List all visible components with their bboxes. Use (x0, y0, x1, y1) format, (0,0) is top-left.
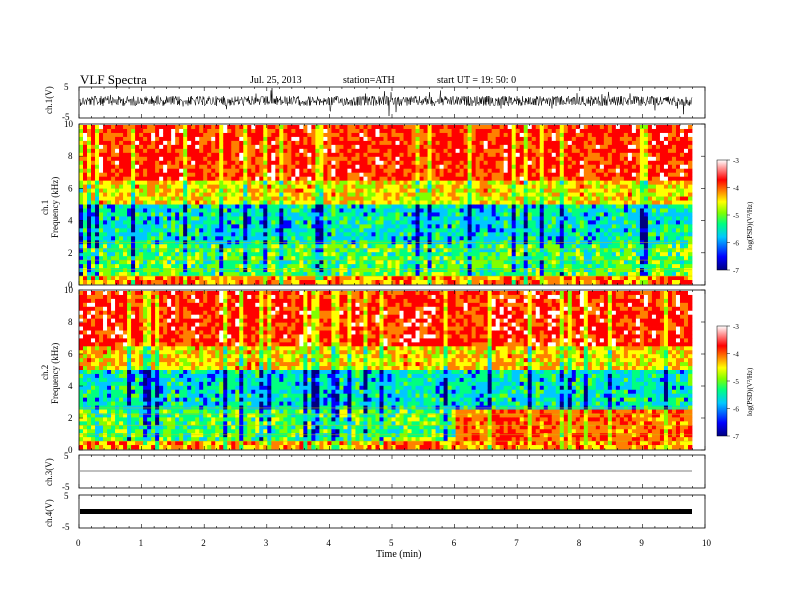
x-tick-label: 4 (326, 538, 331, 548)
x-tick-label: 1 (139, 538, 144, 548)
station-label: station=ATH (343, 75, 395, 86)
y-tick-label: 6 (68, 349, 73, 359)
ch2-spec-channel-label: ch.2 (40, 365, 50, 380)
x-tick-label: 9 (639, 538, 644, 548)
colorbar-tick-label: -4 (733, 185, 739, 193)
x-tick-label: 10 (702, 538, 712, 548)
ch4-waveform-trace (80, 509, 692, 514)
y-tick-label: 8 (68, 151, 73, 161)
colorbar-tick-label: -3 (733, 323, 739, 331)
ch2-colorbar-ticks: -3 -4 -5 -6 -7 (727, 323, 739, 441)
ch1-wave-ytick-bottom: -5 (62, 112, 70, 122)
colorbar-tick-label: -7 (733, 267, 739, 275)
x-tick-label: 6 (452, 538, 457, 548)
y-tick-label: 4 (68, 216, 73, 226)
x-tick-label: 2 (201, 538, 206, 548)
x-tick-label: 7 (514, 538, 519, 548)
ch1-spec-channel-label: ch.1 (40, 200, 50, 215)
ch1-waveform-panel: 5 -5 ch.1(V) (44, 82, 706, 122)
x-tick-label: 5 (389, 538, 394, 548)
date-label: Jul. 25, 2013 (250, 75, 302, 86)
y-tick-label: 0 (68, 280, 73, 290)
ch4-waveform-panel: 5 -5 ch.4(V) (44, 491, 706, 532)
colorbar-tick-label: -4 (733, 351, 739, 359)
start-time-label: start UT = 19: 50: 0 (437, 75, 516, 86)
x-tick-label: 3 (264, 538, 269, 548)
ch4-wave-ytick-top: 5 (64, 491, 69, 501)
ch2-spec-ylabel: Frequency (kHz) (50, 343, 60, 404)
y-tick-label: 8 (68, 317, 73, 327)
ch3-wave-ytick-top: 5 (64, 451, 69, 461)
figure-title: VLF Spectra (80, 72, 147, 87)
x-tick-label: 0 (76, 538, 81, 548)
y-tick-label: 10 (64, 285, 74, 295)
colorbar-tick-label: -3 (733, 157, 739, 165)
colorbar-tick-label: -7 (733, 433, 739, 441)
ch1-wave-ylabel: ch.1(V) (44, 86, 54, 114)
ch1-spectrogram-image (79, 125, 693, 285)
ch1-spectrogram-yticks: 0 2 4 6 8 10 (64, 119, 705, 290)
ch2-colorbar: -3 -4 -5 -6 -7 log(PSD)(V²/Hz) (716, 323, 754, 441)
ch2-colorbar-label: log(PSD)(V²/Hz) (746, 367, 754, 416)
y-tick-label: 4 (68, 381, 73, 391)
ch3-waveform-panel: 5 -5 ch.3(V) (44, 451, 706, 492)
y-tick-label: 6 (68, 183, 73, 193)
y-tick-label: 10 (64, 119, 74, 129)
y-tick-label: 2 (68, 413, 73, 423)
ch1-waveform-path (79, 87, 693, 117)
colorbar-tick-label: -6 (733, 240, 739, 248)
time-axis-tick-labels: 0 1 2 3 4 5 6 7 8 9 10 (76, 538, 712, 548)
ch3-wave-ytick-bottom: -5 (62, 482, 70, 492)
ch1-colorbar-ticks: -3 -4 -5 -6 -7 (727, 157, 739, 275)
ch2-spectrogram-panel: 0 2 4 6 8 10 ch.2 Frequency (kHz) (40, 285, 706, 455)
colorbar-tick-label: -5 (733, 378, 739, 386)
time-axis-label: Time (min) (376, 549, 421, 560)
ch4-wave-ytick-bottom: -5 (62, 522, 70, 532)
time-axis-ticks (78, 87, 706, 528)
ch2-spectrogram-image (79, 291, 693, 450)
ch1-wave-ytick-top: 5 (64, 82, 69, 92)
ch1-waveform-trace (79, 87, 693, 117)
x-tick-label: 8 (577, 538, 582, 548)
colorbar-tick-label: -5 (733, 212, 739, 220)
ch1-colorbar-label: log(PSD)(V²/Hz) (746, 201, 754, 250)
ch1-spec-ylabel: Frequency (kHz) (50, 177, 60, 238)
ch4-wave-ylabel: ch.4(V) (44, 499, 54, 527)
ch2-spectrogram-yticks: 0 2 4 6 8 10 (64, 285, 705, 455)
y-tick-label: 0 (68, 445, 73, 455)
y-tick-label: 2 (68, 248, 73, 258)
ch1-spectrogram-panel: 0 2 4 6 8 10 ch.1 Frequency (kHz) (40, 119, 706, 290)
ch1-colorbar: -3 -4 -5 -6 -7 log(PSD)(V²/Hz) (716, 157, 754, 275)
ch3-wave-ylabel: ch.3(V) (44, 458, 54, 486)
colorbar-tick-label: -6 (733, 406, 739, 414)
